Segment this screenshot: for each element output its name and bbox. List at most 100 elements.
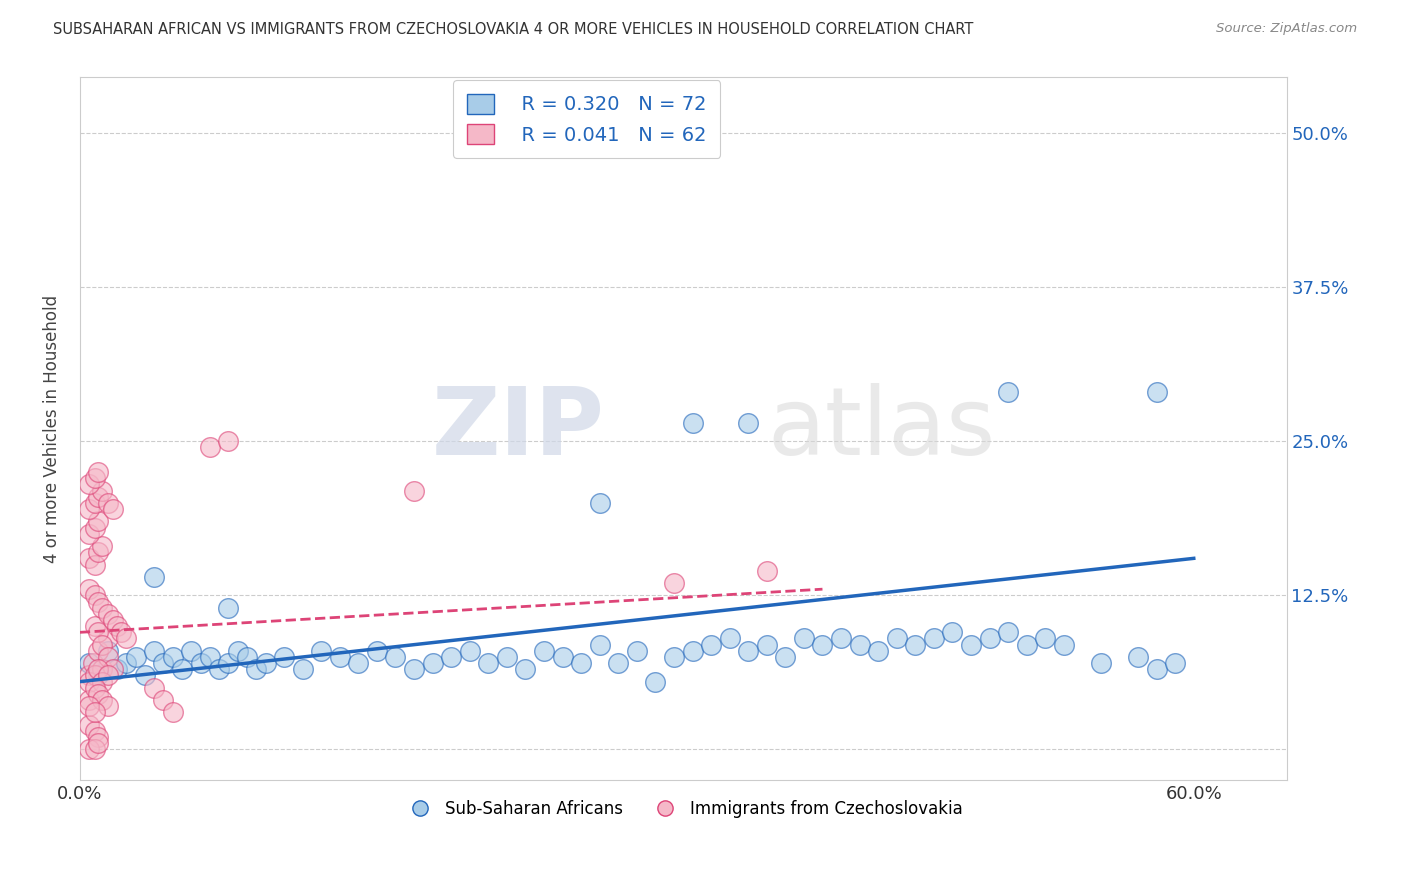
Point: [366, 644, 388, 658]
Point: [87, 490, 110, 504]
Point: [87, 644, 110, 658]
Point: [103, 613, 125, 627]
Point: [83, 681, 105, 695]
Point: [91, 662, 114, 676]
Point: [82, 656, 104, 670]
Point: [811, 638, 834, 652]
Point: [718, 632, 741, 646]
Point: [607, 656, 630, 670]
Point: [77, 551, 100, 566]
Point: [77, 477, 100, 491]
Point: [83, 742, 105, 756]
Point: [402, 662, 425, 676]
Point: [97, 668, 120, 682]
Point: [97, 632, 120, 646]
Point: [755, 564, 778, 578]
Point: [97, 607, 120, 621]
Point: [87, 730, 110, 744]
Point: [143, 681, 166, 695]
Point: [83, 558, 105, 572]
Point: [886, 632, 908, 646]
Point: [91, 600, 114, 615]
Point: [97, 650, 120, 665]
Point: [626, 644, 648, 658]
Point: [458, 644, 481, 658]
Point: [77, 668, 100, 682]
Point: [217, 656, 239, 670]
Point: [87, 625, 110, 640]
Point: [329, 650, 352, 665]
Point: [83, 723, 105, 738]
Point: [97, 496, 120, 510]
Point: [830, 632, 852, 646]
Point: [569, 656, 592, 670]
Point: [226, 644, 249, 658]
Point: [347, 656, 370, 670]
Point: [77, 742, 100, 756]
Point: [402, 483, 425, 498]
Point: [77, 502, 100, 516]
Text: ZIP: ZIP: [432, 383, 605, 475]
Point: [105, 619, 128, 633]
Point: [979, 632, 1001, 646]
Point: [115, 632, 138, 646]
Point: [737, 416, 759, 430]
Point: [495, 650, 517, 665]
Point: [124, 650, 146, 665]
Point: [190, 656, 212, 670]
Text: atlas: atlas: [768, 383, 995, 475]
Point: [477, 656, 499, 670]
Point: [868, 644, 890, 658]
Point: [589, 496, 612, 510]
Point: [83, 668, 105, 682]
Point: [87, 668, 110, 682]
Point: [309, 644, 332, 658]
Point: [1146, 662, 1168, 676]
Point: [273, 650, 295, 665]
Point: [91, 638, 114, 652]
Point: [848, 638, 870, 652]
Point: [755, 638, 778, 652]
Point: [941, 625, 963, 640]
Point: [97, 699, 120, 714]
Point: [1126, 650, 1149, 665]
Point: [662, 650, 685, 665]
Point: [662, 576, 685, 591]
Point: [170, 662, 193, 676]
Point: [208, 662, 231, 676]
Point: [162, 706, 184, 720]
Point: [162, 650, 184, 665]
Point: [960, 638, 983, 652]
Point: [91, 483, 114, 498]
Point: [1164, 656, 1187, 670]
Point: [91, 539, 114, 553]
Point: [134, 668, 156, 682]
Point: [682, 644, 704, 658]
Point: [997, 625, 1019, 640]
Point: [83, 471, 105, 485]
Point: [83, 706, 105, 720]
Point: [83, 619, 105, 633]
Point: [143, 570, 166, 584]
Point: [87, 465, 110, 479]
Point: [87, 594, 110, 608]
Text: Source: ZipAtlas.com: Source: ZipAtlas.com: [1216, 22, 1357, 36]
Point: [91, 674, 114, 689]
Point: [922, 632, 945, 646]
Point: [77, 699, 100, 714]
Point: [236, 650, 259, 665]
Point: [440, 650, 463, 665]
Point: [997, 384, 1019, 399]
Point: [904, 638, 927, 652]
Point: [103, 662, 125, 676]
Point: [77, 693, 100, 707]
Point: [152, 656, 174, 670]
Point: [77, 582, 100, 597]
Point: [291, 662, 314, 676]
Point: [1053, 638, 1076, 652]
Point: [180, 644, 202, 658]
Point: [217, 434, 239, 449]
Point: [105, 662, 128, 676]
Point: [217, 600, 239, 615]
Point: [515, 662, 537, 676]
